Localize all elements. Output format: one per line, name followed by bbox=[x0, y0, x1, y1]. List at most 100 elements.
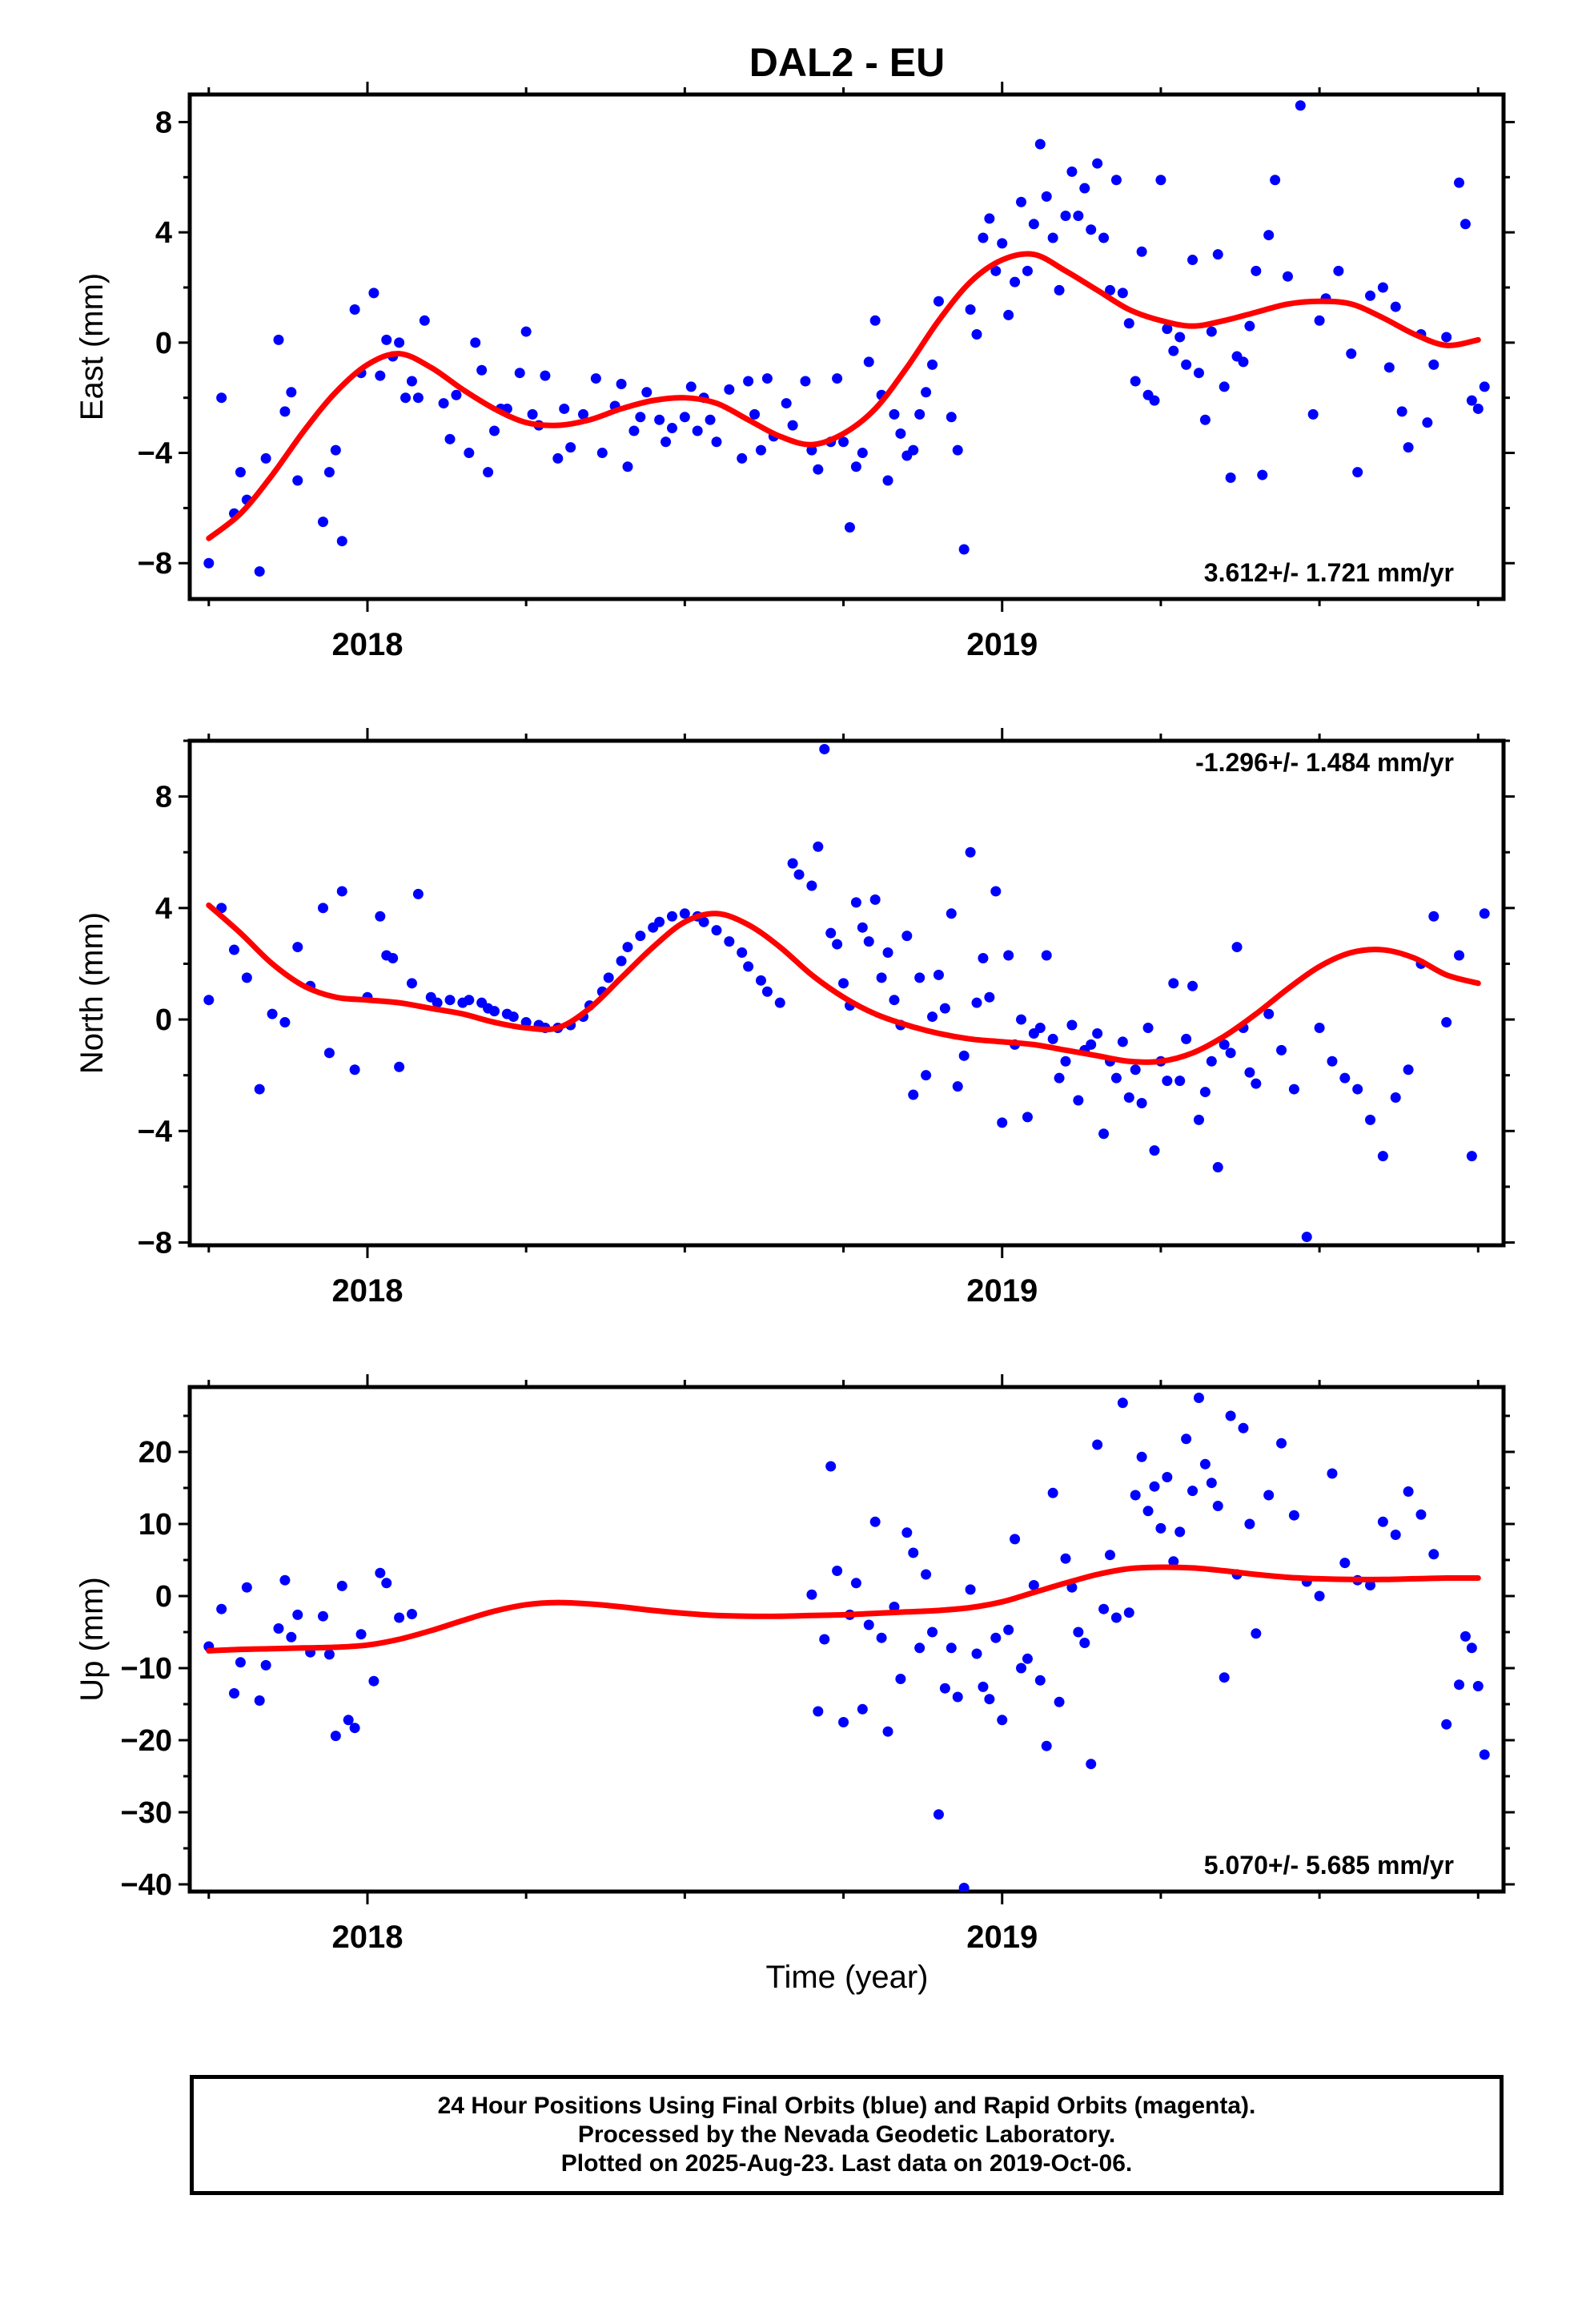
east-data-point bbox=[628, 425, 640, 436]
east-data-point bbox=[933, 296, 944, 307]
east-y-tick-label: 0 bbox=[155, 327, 172, 360]
east-data-point bbox=[1206, 326, 1217, 337]
east-data-point bbox=[1244, 320, 1255, 332]
north-fit-line bbox=[206, 902, 1481, 1065]
up-y-tick-label: −30 bbox=[121, 1796, 172, 1830]
north-data-point bbox=[850, 897, 861, 908]
north-x-tick-label: 2018 bbox=[331, 1273, 403, 1309]
east-data-point bbox=[685, 381, 697, 392]
east-data-point bbox=[654, 414, 665, 425]
up-data-point bbox=[1016, 1663, 1027, 1674]
up-y-tick-label: 10 bbox=[139, 1508, 172, 1542]
east-data-point bbox=[1238, 356, 1249, 368]
east-data-point bbox=[1079, 183, 1090, 194]
up-data-point bbox=[381, 1578, 392, 1589]
east-data-point bbox=[292, 475, 303, 486]
north-y-tick-label: 8 bbox=[155, 781, 172, 814]
up-data-point bbox=[1010, 1534, 1021, 1545]
east-data-point bbox=[965, 304, 976, 316]
up-plot-area bbox=[203, 1393, 1490, 1892]
east-data-point bbox=[958, 544, 970, 555]
up-data-point bbox=[241, 1582, 252, 1593]
east-data-point bbox=[737, 452, 748, 464]
up-data-point bbox=[1327, 1468, 1338, 1479]
up-data-point bbox=[908, 1547, 919, 1558]
up-data-point bbox=[850, 1578, 861, 1589]
north-data-point bbox=[375, 911, 386, 922]
up-data-point bbox=[1130, 1490, 1141, 1501]
north-data-point bbox=[1251, 1078, 1262, 1089]
east-data-point bbox=[540, 370, 551, 381]
up-data-point bbox=[394, 1612, 405, 1623]
north-data-point bbox=[336, 886, 347, 897]
up-data-point bbox=[1212, 1501, 1223, 1511]
north-data-point bbox=[1231, 942, 1243, 953]
north-data-point bbox=[965, 846, 976, 858]
east-data-point bbox=[1251, 265, 1262, 276]
north-data-point bbox=[1466, 1151, 1477, 1162]
up-data-point bbox=[1117, 1397, 1128, 1409]
east-data-point bbox=[419, 315, 430, 326]
north-data-point bbox=[666, 911, 677, 922]
east-data-point bbox=[375, 370, 386, 381]
east-frame bbox=[187, 92, 1506, 601]
up-data-point bbox=[355, 1629, 367, 1640]
east-data-point bbox=[978, 232, 989, 243]
up-data-point bbox=[1390, 1530, 1401, 1540]
east-data-point bbox=[1428, 359, 1439, 370]
up-data-point bbox=[914, 1642, 926, 1654]
up-data-point bbox=[971, 1648, 982, 1659]
east-data-point bbox=[438, 398, 449, 409]
up-data-point bbox=[292, 1609, 303, 1620]
north-data-point bbox=[990, 886, 1002, 897]
east-data-point bbox=[666, 423, 677, 434]
east-data-point bbox=[971, 329, 982, 340]
north-data-point bbox=[1117, 1036, 1128, 1047]
up-data-point bbox=[1168, 1556, 1179, 1567]
up-data-point bbox=[273, 1623, 284, 1634]
up-data-point bbox=[1054, 1696, 1065, 1707]
up-data-point bbox=[1110, 1612, 1122, 1623]
east-data-point bbox=[787, 420, 798, 431]
east-data-point bbox=[1307, 408, 1319, 420]
north-data-point bbox=[1339, 1072, 1351, 1084]
north-data-point bbox=[761, 986, 773, 997]
east-data-point bbox=[1441, 332, 1452, 343]
up-data-point bbox=[1003, 1624, 1014, 1635]
north-data-point bbox=[1130, 1064, 1141, 1076]
north-data-point bbox=[394, 1061, 405, 1072]
north-data-point bbox=[1314, 1023, 1325, 1034]
east-data-point bbox=[216, 392, 227, 404]
east-data-point bbox=[705, 414, 716, 425]
east-fit-line bbox=[206, 251, 1481, 541]
up-data-point bbox=[857, 1703, 868, 1715]
east-data-point bbox=[514, 368, 525, 379]
up-data-point bbox=[1206, 1478, 1217, 1489]
north-data-point bbox=[1168, 978, 1179, 989]
east-data-point bbox=[470, 337, 481, 348]
north-data-point bbox=[774, 997, 785, 1008]
east-data-point bbox=[1010, 276, 1021, 287]
up-data-point bbox=[933, 1809, 944, 1820]
north-data-point bbox=[654, 916, 665, 927]
east-data-point bbox=[1422, 417, 1433, 428]
up-data-point bbox=[286, 1631, 297, 1642]
footer-line-3: Plotted on 2025-Aug-23. Last data on 201… bbox=[560, 2150, 1133, 2177]
up-data-point bbox=[1288, 1510, 1299, 1521]
east-y-tick-label: 8 bbox=[155, 106, 172, 139]
north-data-point bbox=[921, 1070, 932, 1081]
north-data-point bbox=[1110, 1072, 1122, 1084]
up-data-point bbox=[1199, 1458, 1211, 1470]
up-data-point bbox=[235, 1657, 246, 1668]
north-data-point bbox=[1054, 1072, 1065, 1084]
north-data-point bbox=[863, 936, 874, 947]
north-data-point bbox=[1441, 1017, 1452, 1028]
north-data-point bbox=[1041, 950, 1052, 961]
north-data-point bbox=[1403, 1064, 1414, 1076]
north-data-point bbox=[927, 1011, 938, 1023]
up-data-point bbox=[375, 1567, 386, 1578]
east-data-point bbox=[1060, 210, 1071, 221]
east-data-point bbox=[1003, 309, 1014, 320]
east-data-point bbox=[914, 408, 926, 420]
north-data-point bbox=[1479, 908, 1490, 919]
